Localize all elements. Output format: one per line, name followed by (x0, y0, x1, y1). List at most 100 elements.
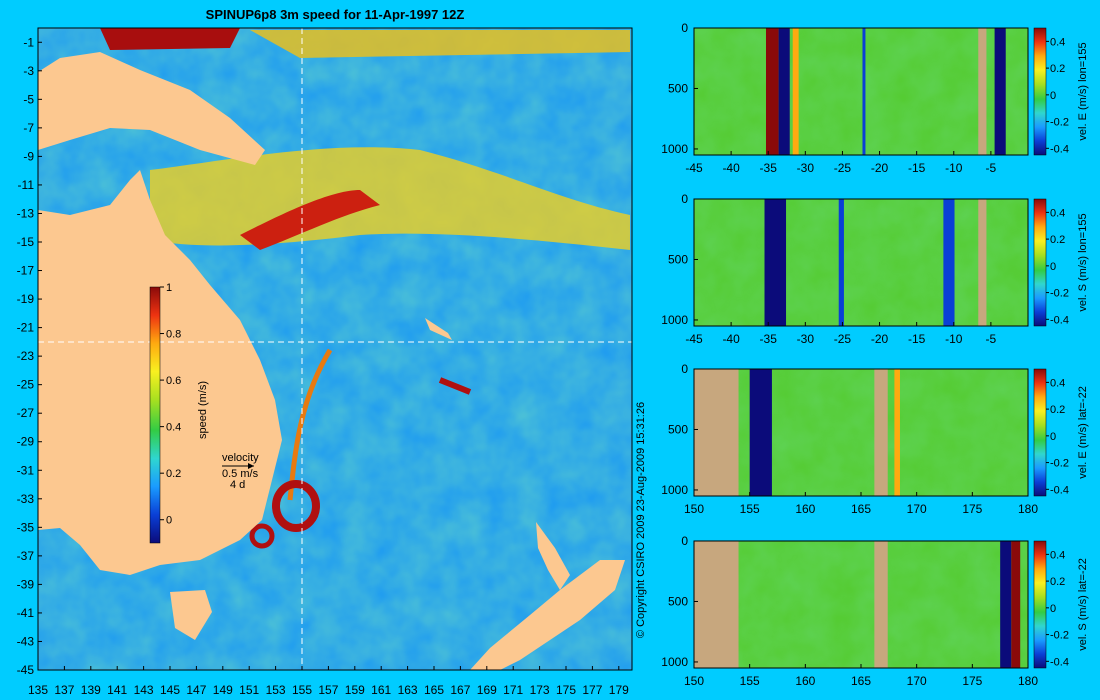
map-jet-band-equator (250, 30, 630, 58)
map-y-tick-label: -23 (17, 349, 35, 363)
section-current-mark (943, 199, 955, 326)
section-colorbar-tick-label: 0.2 (1050, 404, 1065, 416)
map-x-tick-label: 173 (530, 683, 550, 697)
copyright-text: © Copyright CSIRO 2009 23-Aug-2009 15:31… (635, 402, 647, 638)
map-colorbar-label: speed (m/s) (197, 381, 209, 439)
map-y-tick-label: -33 (17, 492, 35, 506)
section-x-tick-label: 175 (962, 502, 982, 516)
map-y-tick-label: -43 (17, 634, 35, 648)
section-ylabel: vel. E (m/s) lat=-22 (1077, 386, 1089, 479)
section-y-tick-label: 500 (668, 252, 688, 266)
map-x-tick-label: 151 (239, 683, 259, 697)
section-x-tick-label: -30 (797, 332, 815, 346)
map-y-tick-label: -39 (17, 577, 35, 591)
section-colorbar-tick-label: 0.2 (1050, 234, 1065, 246)
map-x-tick-label: 139 (81, 683, 101, 697)
map-y-tick-label: -45 (17, 663, 35, 677)
section-y-tick-label: 500 (668, 81, 688, 95)
map-x-tick-label: 141 (107, 683, 127, 697)
section-land-mark (978, 199, 987, 326)
section-x-tick-label: -10 (945, 332, 963, 346)
section-x-tick-label: 170 (907, 502, 927, 516)
velocity-key-arrow-head (248, 463, 254, 469)
section-panel-3: 150 155 160 165 170 175 180 0 500 1000 -0.4 -0.2 0 0.… (661, 362, 1089, 516)
map-x-axis: 135 137 139 141 143 145 147 149 151 153 155 157 159 1… (28, 666, 629, 697)
section-colorbar (1033, 198, 1047, 327)
map-y-tick-label: -15 (17, 235, 35, 249)
map-y-tick-label: -11 (18, 178, 35, 192)
map-land-new-zealand-north (536, 522, 570, 590)
section-current-mark (749, 369, 772, 496)
map-colorbar-tick-label: 1 (166, 282, 172, 294)
section-colorbar-tick-label: 0.2 (1050, 63, 1065, 75)
velocity-key-speed: 0.5 m/s (222, 468, 259, 480)
section-current-mark (1000, 541, 1012, 668)
map-x-tick-label: 153 (266, 683, 286, 697)
section-x-tick-label: -45 (685, 332, 703, 346)
section-land-mark (874, 541, 888, 668)
section-panel-4: 150 155 160 165 170 175 180 0 500 1000 -0.4 -0.2 0 0.… (661, 534, 1089, 688)
map-land-new-guinea (38, 52, 265, 165)
section-y-tick-label: 1000 (661, 483, 688, 497)
map-y-tick-label: -9 (23, 149, 34, 163)
section-land-mark (694, 541, 739, 668)
section-colorbar-tick-label: -0.2 (1050, 288, 1069, 300)
map-y-tick-label: -37 (17, 549, 35, 563)
map-eddy-east (438, 377, 472, 395)
section-land-mark (694, 369, 739, 496)
section-x-tick-label: -10 (945, 161, 963, 175)
map-x-tick-label: 149 (213, 683, 233, 697)
map-y-tick-label: -41 (17, 606, 35, 620)
map-y-tick-label: -35 (17, 520, 35, 534)
section-x-tick-label: 150 (684, 502, 704, 516)
section-current-mark (1011, 541, 1021, 668)
section-x-tick-label: -5 (986, 161, 997, 175)
section-current-mark (994, 28, 1006, 155)
section-x-tick-label: -15 (908, 161, 926, 175)
section-colorbar-tick-label: 0.4 (1050, 207, 1065, 219)
section-x-tick-label: -40 (722, 161, 740, 175)
map-x-tick-label: 145 (160, 683, 180, 697)
section-colorbar-tick-label: 0 (1050, 603, 1056, 615)
section-colorbar (1033, 368, 1047, 497)
section-y-tick-label: 0 (681, 21, 688, 35)
map-colorbar-ticks: 0 0.2 0.4 0.6 0.8 1 (160, 282, 181, 527)
map-title: SPINUP6p8 3m speed for 11-Apr-1997 12Z (206, 7, 465, 22)
map-y-tick-label: -31 (17, 463, 35, 477)
map-y-tick-label: -27 (17, 406, 35, 420)
section-x-tick-label: 180 (1018, 674, 1038, 688)
section-colorbar-tick-label: -0.2 (1050, 458, 1069, 470)
map-colorbar-tick-label: 0.8 (166, 329, 181, 341)
section-x-tick-label: 175 (962, 674, 982, 688)
section-panel-1: -45 -40 -35 -30 -25 -20 -15 -10 -5 0 500 1000 -0.4 -0… (661, 21, 1089, 175)
section-colorbar (1033, 27, 1047, 156)
map-x-tick-label: 155 (292, 683, 312, 697)
section-panel-2: -45 -40 -35 -30 -25 -20 -15 -10 -5 0 500 1000 -0.4 -0… (661, 192, 1089, 346)
section-colorbar-tick-label: 0.4 (1050, 377, 1065, 389)
section-y-tick-label: 1000 (661, 142, 688, 156)
section-colorbar-tick-label: 0.2 (1050, 576, 1065, 588)
section-y-tick-label: 500 (668, 422, 688, 436)
section-x-tick-label: 180 (1018, 502, 1038, 516)
map-x-tick-label: 175 (556, 683, 576, 697)
map-y-tick-label: -1 (23, 35, 34, 49)
map-colorbar-tick-label: 0.6 (166, 375, 181, 387)
section-y-tick-label: 500 (668, 594, 688, 608)
velocity-key-title: velocity (222, 452, 259, 464)
map-x-tick-label: 147 (186, 683, 206, 697)
map-y-tick-label: -3 (23, 64, 34, 78)
section-x-tick-label: -30 (797, 161, 815, 175)
map-colorbar-tick-label: 0.2 (166, 468, 181, 480)
section-x-tick-label: 155 (740, 674, 760, 688)
map-x-tick-label: 167 (450, 683, 470, 697)
section-current-mark (765, 28, 779, 155)
velocity-key-duration: 4 d (230, 479, 245, 491)
section-x-tick-label: -40 (722, 332, 740, 346)
section-colorbar-tick-label: -0.4 (1050, 314, 1069, 326)
section-current-mark (894, 369, 900, 496)
map-x-tick-label: 165 (424, 683, 444, 697)
map-colorbar-tick-label: 0 (166, 515, 172, 527)
section-x-tick-label: -25 (834, 161, 852, 175)
section-y-tick-label: 0 (681, 362, 688, 376)
